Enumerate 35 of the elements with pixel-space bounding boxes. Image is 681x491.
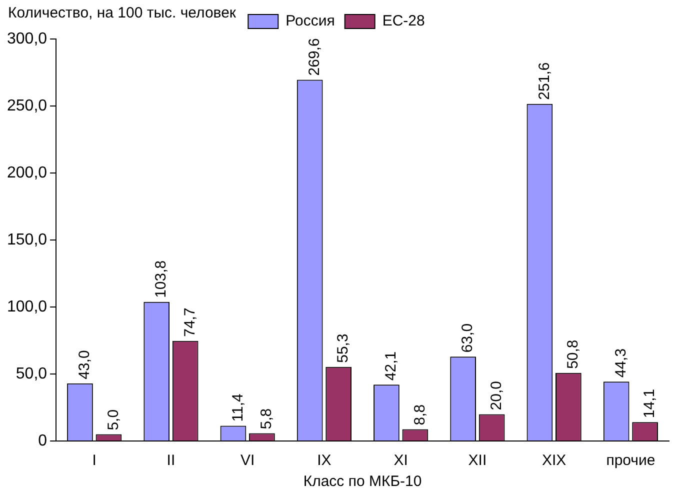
data-label: 63,0 [459,323,476,353]
y-axis-title: Количество, на 100 тыс. человек [8,4,236,22]
data-label: 269,6 [306,38,323,76]
data-label: 8,8 [411,404,428,426]
data-label: 43,0 [76,350,94,380]
legend-label: Россия [286,12,335,30]
data-label: 20,0 [488,380,505,410]
x-tick-label: XI [394,452,408,470]
x-tick-label: IX [317,452,332,470]
data-label: 11,4 [229,394,246,422]
x-tick-label: I [92,452,96,470]
data-label: 44,3 [612,348,630,378]
y-tick-label: 300,0 [6,30,48,48]
data-label: 55,3 [334,334,352,363]
y-tick-label: 200,0 [6,164,48,182]
x-axis-title: Класс по МКБ-10 [303,473,422,490]
y-tick-label: 100,0 [6,298,48,316]
y-tick-label: 250,0 [6,97,48,114]
data-label: 103,8 [152,260,170,298]
x-tick-label: VI [240,452,255,470]
data-label: 5,8 [258,408,276,430]
y-tick-label: 50,0 [16,365,48,382]
x-tick-label: прочие [606,452,656,470]
y-tick-label: 150,0 [6,231,48,248]
x-tick-label: XII [468,452,487,470]
data-label: 74,7 [181,308,198,337]
data-label: 50,8 [564,340,582,369]
y-tick-label: 0 [38,432,48,450]
data-label: 14,1 [641,388,658,418]
x-tick-label: II [166,452,176,470]
x-tick-label: XIX [542,452,566,470]
data-label: 251,6 [536,62,553,100]
data-label: 42,1 [382,351,400,381]
legend-label: ЕС-28 [382,12,425,30]
data-label: 5,0 [104,409,122,430]
